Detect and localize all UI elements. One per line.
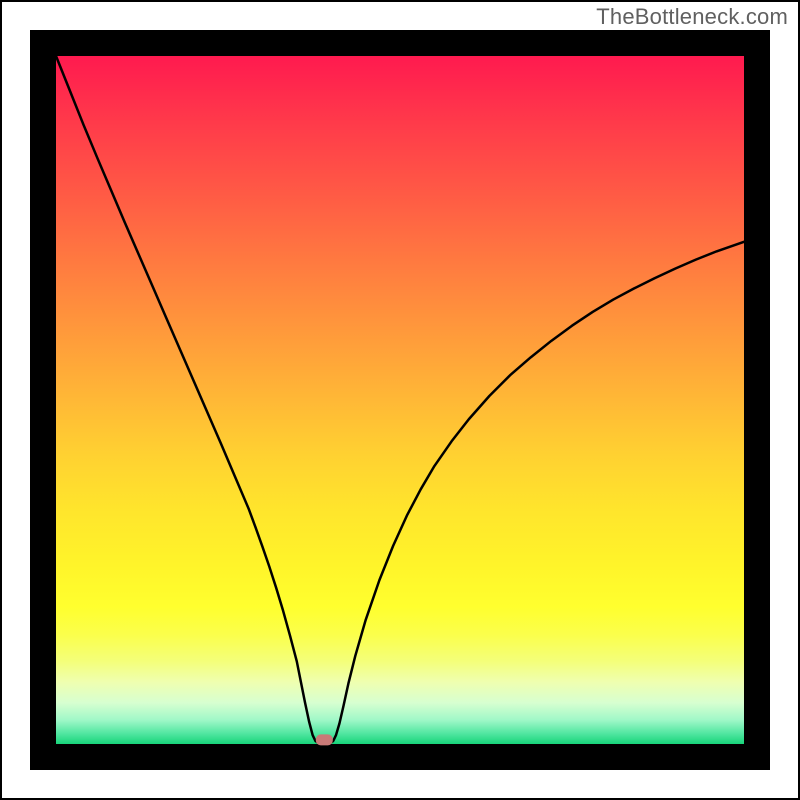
optimum-marker [316, 734, 333, 745]
gradient-background [56, 56, 744, 744]
watermark-text: TheBottleneck.com [596, 4, 788, 30]
chart-container: TheBottleneck.com [0, 0, 800, 800]
bottleneck-chart [0, 0, 800, 800]
